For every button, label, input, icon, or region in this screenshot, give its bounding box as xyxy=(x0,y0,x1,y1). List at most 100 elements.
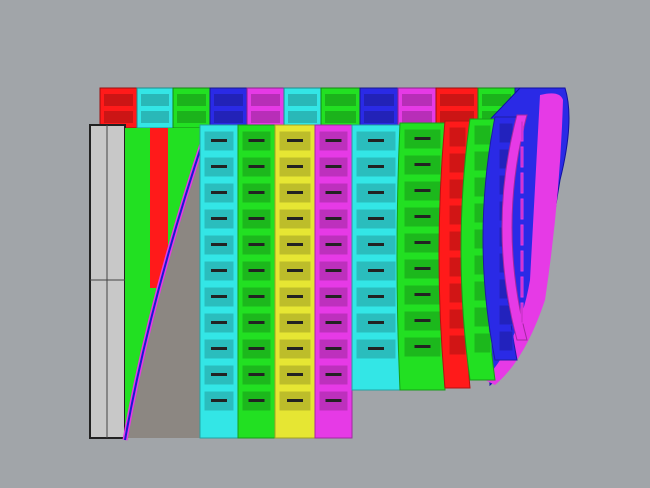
panel-label-text xyxy=(211,269,227,272)
panel-label-text xyxy=(287,243,303,246)
panel-label-text xyxy=(211,243,227,246)
panel-label-text xyxy=(248,321,265,324)
panel-label-plate xyxy=(364,94,394,106)
panel-label-text xyxy=(287,269,303,272)
panel-label-text xyxy=(368,217,384,220)
panel-label-text xyxy=(325,295,342,298)
panel-label-text xyxy=(287,165,303,168)
panel-label-text xyxy=(325,269,342,272)
panel-label-plate xyxy=(448,126,467,148)
panel-label-text xyxy=(248,217,265,220)
panel-label-text xyxy=(287,321,303,324)
panel-label-text xyxy=(211,191,227,194)
panel-label-plate xyxy=(482,94,511,106)
panel-label-plate xyxy=(520,276,524,298)
panel-label-text xyxy=(287,191,303,194)
panel-label-text xyxy=(211,295,227,298)
panel-label-text xyxy=(368,191,384,194)
panel-label-plate xyxy=(214,111,243,123)
panel-label-text xyxy=(368,269,384,272)
panel-label-text xyxy=(414,189,431,192)
panel-label-text xyxy=(368,139,384,142)
panel-label-plate xyxy=(104,111,133,123)
side-magenta-edge xyxy=(485,93,563,385)
panel-label-text xyxy=(211,165,227,168)
panel-label-text xyxy=(287,217,303,220)
panel-label-text xyxy=(414,319,431,322)
panel-label-plate xyxy=(325,94,356,106)
panel-label-text xyxy=(287,373,303,376)
panel-label-plate xyxy=(473,124,492,146)
panel-label-text xyxy=(248,373,265,376)
panel-label-text xyxy=(368,295,384,298)
panel-label-text xyxy=(287,347,303,350)
panel-label-plate xyxy=(402,111,432,123)
panel-label-text xyxy=(414,163,431,166)
panel-label-plate xyxy=(520,224,524,246)
panel-label-plate xyxy=(448,334,467,356)
curved-gray-fill xyxy=(125,140,205,438)
panel-label-text xyxy=(211,217,227,220)
panel-label-text xyxy=(325,373,342,376)
panel-label-plate xyxy=(440,111,474,123)
panel-label-plate xyxy=(520,172,524,194)
panel-label-plate xyxy=(251,94,280,106)
panel-label-text xyxy=(325,217,342,220)
panel-label-plate xyxy=(325,111,356,123)
panel-label-text xyxy=(414,241,431,244)
panel-label-text xyxy=(248,295,265,298)
panel-label-text xyxy=(368,243,384,246)
panel-label-text xyxy=(248,191,265,194)
panel-label-text xyxy=(211,373,227,376)
panel-label-plate xyxy=(177,94,206,106)
panel-label-text xyxy=(248,347,265,350)
panel-label-plate xyxy=(177,111,206,123)
panel-label-text xyxy=(211,139,227,142)
panel-label-plate xyxy=(288,94,317,106)
front-column-magenta xyxy=(501,114,528,341)
panel-label-text xyxy=(368,347,384,350)
panel-label-text xyxy=(325,139,342,142)
panel-label-text xyxy=(414,293,431,296)
curved-blue-edge xyxy=(124,134,206,441)
panel-label-text xyxy=(248,243,265,246)
left-strip-red xyxy=(150,128,168,288)
panel-label-plate xyxy=(448,152,467,174)
panel-label-text xyxy=(211,347,227,350)
panel-label-text xyxy=(287,399,303,402)
panel-label-text xyxy=(287,139,303,142)
panel-label-plate xyxy=(141,111,169,123)
panel-label-plate xyxy=(440,94,474,106)
panel-label-text xyxy=(325,243,342,246)
panel-label-text xyxy=(325,321,342,324)
panel-label-text xyxy=(325,399,342,402)
panel-label-plate xyxy=(251,111,280,123)
panel-label-text xyxy=(248,269,265,272)
panel-label-text xyxy=(248,139,265,142)
panel-label-plate xyxy=(520,146,524,168)
panel-label-plate xyxy=(402,94,432,106)
panel-label-text xyxy=(248,399,265,402)
panel-label-plate xyxy=(520,198,524,220)
panel-label-text xyxy=(248,165,265,168)
panel-label-plate xyxy=(473,332,492,354)
panel-label-text xyxy=(325,347,342,350)
panel-label-plate xyxy=(214,94,243,106)
panel-label-plate xyxy=(288,111,317,123)
panel-label-text xyxy=(414,215,431,218)
panel-label-text xyxy=(211,399,227,402)
panel-label-text xyxy=(287,295,303,298)
panel-label-text xyxy=(414,345,431,348)
panel-label-plate xyxy=(141,94,169,106)
panel-label-text xyxy=(368,321,384,324)
panel-label-plate xyxy=(520,120,524,142)
panel-label-text xyxy=(211,321,227,324)
panel-label-text xyxy=(414,267,431,270)
panel-label-plate xyxy=(498,330,514,352)
panel-label-plate xyxy=(520,302,524,324)
panel-label-plate xyxy=(520,250,524,272)
panel-label-text xyxy=(368,165,384,168)
panel-label-text xyxy=(414,137,431,140)
